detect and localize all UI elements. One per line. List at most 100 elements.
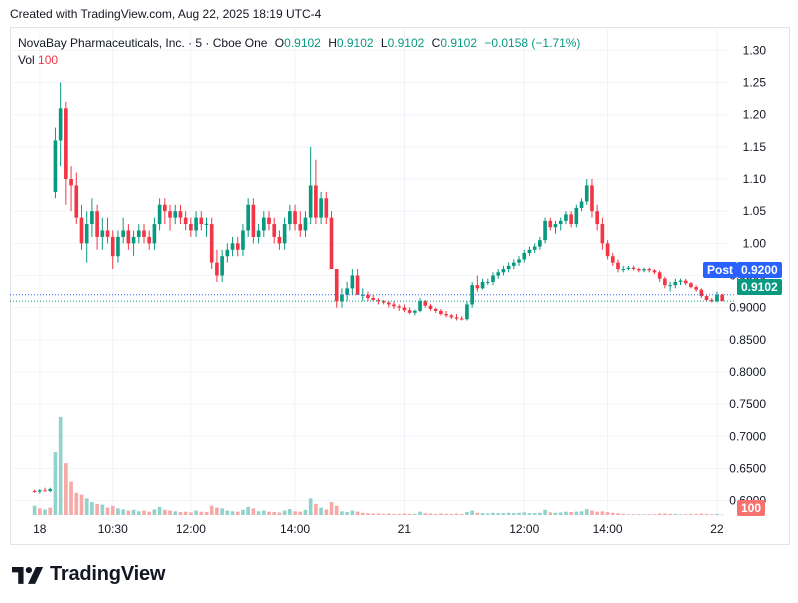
candle-body xyxy=(303,217,308,231)
volume-bar xyxy=(574,511,579,515)
volume-bar xyxy=(183,511,188,515)
candle-body xyxy=(454,317,459,319)
candle-body xyxy=(709,299,714,302)
candle-body xyxy=(605,243,610,257)
time-axis-label: 14:00 xyxy=(593,522,623,536)
volume-bar xyxy=(673,513,678,515)
post-market-price-tag: 0.9200 xyxy=(737,262,782,278)
candle-body xyxy=(720,294,725,302)
price-axis-label: 0.7500 xyxy=(729,397,766,411)
time-axis-label: 14:00 xyxy=(280,522,310,536)
candle-body xyxy=(631,267,636,270)
volume-bar xyxy=(136,511,141,515)
volume-bar xyxy=(720,514,725,516)
candle-body xyxy=(439,310,443,315)
candle-body xyxy=(246,204,250,231)
volume-bar xyxy=(517,512,521,515)
price-axis-label: 0.6500 xyxy=(729,461,766,475)
candle-body xyxy=(459,318,464,320)
volume-bar xyxy=(402,513,407,515)
candle-body xyxy=(465,304,469,320)
candle-body xyxy=(642,269,646,271)
volume-bar xyxy=(110,505,115,515)
candle-body xyxy=(371,298,376,300)
volume-bar xyxy=(225,510,230,515)
volume-bar xyxy=(288,509,292,515)
candle-body xyxy=(423,301,428,306)
candle-body xyxy=(37,490,42,492)
candle-body xyxy=(241,230,245,250)
volume-bar xyxy=(371,513,376,515)
volume-bar xyxy=(329,502,334,515)
volume-bar xyxy=(48,507,53,515)
volume-bar xyxy=(386,513,391,515)
candle-body xyxy=(485,281,490,283)
candle-body xyxy=(527,249,532,253)
volume-bar xyxy=(298,511,303,515)
candle-body xyxy=(340,294,344,302)
volume-bar xyxy=(397,513,402,515)
volume-bar xyxy=(642,514,646,515)
volume-bar xyxy=(293,511,297,515)
candle-body xyxy=(637,269,641,271)
price-axis-label: 1.05 xyxy=(743,204,767,218)
tradingview-branding[interactable]: TradingView xyxy=(12,563,165,586)
candle-body xyxy=(136,230,141,237)
candle-body xyxy=(595,211,599,225)
ohlc-close: C0.9102 xyxy=(431,36,478,50)
candle-body xyxy=(251,204,256,237)
volume-bar xyxy=(282,510,287,515)
volume-bar xyxy=(689,513,693,515)
candle-body xyxy=(584,185,589,202)
candle-body xyxy=(590,185,594,212)
ohlc-open: O0.9102 xyxy=(274,36,321,50)
price-axis-label: 0.8000 xyxy=(729,365,766,379)
candle-body xyxy=(110,236,115,257)
price-axis-label: 0.8500 xyxy=(729,333,766,347)
volume-bar xyxy=(496,513,501,515)
volume-bar xyxy=(647,514,652,515)
candle-body xyxy=(100,230,105,237)
volume-bar xyxy=(418,511,422,515)
volume-bar xyxy=(334,505,339,515)
symbol-name: NovaBay Pharmaceuticals, Inc. · 5 · Cboe… xyxy=(18,36,268,50)
volume-bar xyxy=(230,511,235,515)
candle-body xyxy=(574,207,579,225)
candle-body xyxy=(64,108,68,180)
volume-bar xyxy=(694,513,698,515)
volume-bar xyxy=(538,512,542,515)
price-axis-label: 1.10 xyxy=(743,172,767,186)
candle-body xyxy=(277,236,282,244)
volume-bar xyxy=(392,513,396,515)
volume-bar xyxy=(715,513,719,515)
volume-bar xyxy=(683,514,688,515)
candle-body xyxy=(449,315,454,318)
candle-body xyxy=(350,275,355,289)
price-axis-label: 1.25 xyxy=(743,76,767,90)
volume-bar xyxy=(116,508,120,515)
candle-body xyxy=(699,289,704,297)
volume-bar xyxy=(470,510,474,515)
volume-bar xyxy=(100,504,105,515)
candle-body xyxy=(43,490,47,492)
candle-body xyxy=(308,185,313,218)
candlestick-chart[interactable]: 1.301.251.201.151.101.051.000.95000.9000… xyxy=(10,27,790,545)
volume-bar xyxy=(64,463,68,515)
volume-bar xyxy=(704,513,709,515)
candle-body xyxy=(522,252,527,260)
volume-bar xyxy=(90,502,94,515)
candle-body xyxy=(173,211,178,218)
volume-bar xyxy=(506,512,511,515)
volume-bar xyxy=(626,514,631,515)
price-candles xyxy=(32,82,725,494)
volume-bar xyxy=(142,510,146,515)
time-axis-label: 12:00 xyxy=(509,522,539,536)
volume-bar xyxy=(512,513,516,515)
candle-body xyxy=(355,275,360,295)
volume-bar xyxy=(272,512,277,515)
volume-bar xyxy=(444,513,448,515)
time-axis-label: 21 xyxy=(398,522,412,536)
candle-body xyxy=(694,287,698,290)
volume-bar xyxy=(131,509,136,515)
volume-bar xyxy=(350,510,355,515)
